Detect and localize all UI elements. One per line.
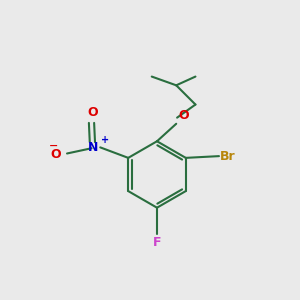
Text: N: N <box>88 141 98 154</box>
Text: O: O <box>87 106 98 118</box>
Text: +: + <box>101 134 110 145</box>
Text: Br: Br <box>220 150 236 163</box>
Text: O: O <box>50 148 61 161</box>
Text: −: − <box>48 141 58 151</box>
Text: O: O <box>178 109 189 122</box>
Text: F: F <box>153 236 161 249</box>
